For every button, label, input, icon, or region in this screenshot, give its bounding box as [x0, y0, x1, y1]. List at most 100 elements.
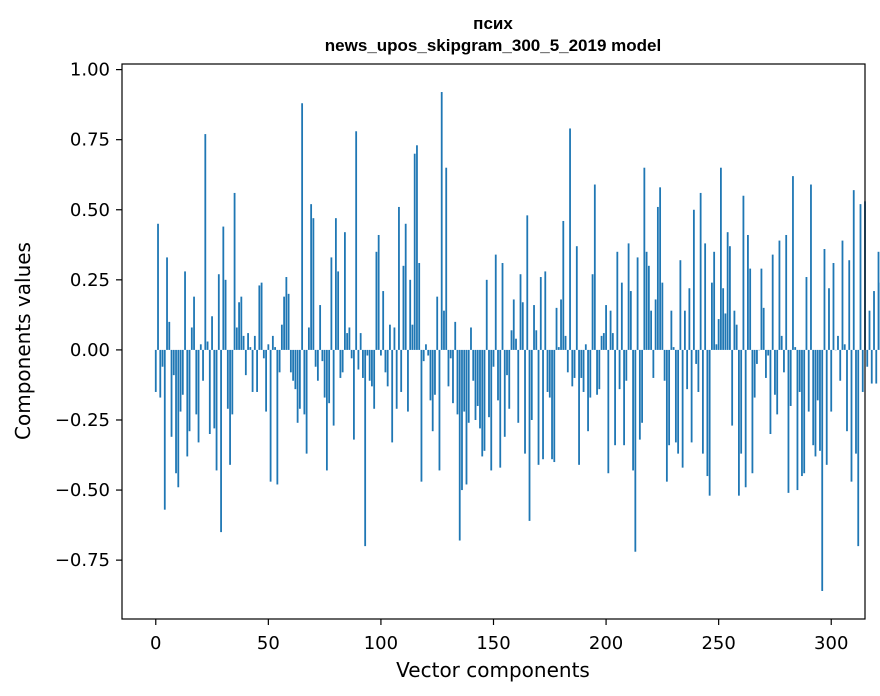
bar-234: [681, 349, 684, 468]
bar-217: [643, 167, 646, 350]
bar-126: [438, 349, 441, 471]
bar-147: [485, 279, 488, 350]
plot-frame: [121, 63, 866, 620]
bar-95: [368, 349, 371, 381]
bar-232: [677, 349, 680, 454]
bar-141: [472, 349, 475, 381]
bar-100: [380, 349, 382, 356]
bar-86: [348, 327, 351, 350]
bar-209: [625, 349, 628, 381]
bar-310: [852, 190, 855, 350]
bar-14: [186, 349, 189, 457]
bar-56: [280, 324, 283, 350]
bar-192: [587, 349, 589, 432]
bar-21: [202, 349, 204, 381]
bar-53: [274, 347, 276, 350]
bar-31: [224, 279, 227, 350]
bar-52: [271, 335, 274, 350]
bar-228: [668, 349, 671, 446]
bar-184: [569, 128, 571, 350]
bar-72: [316, 349, 319, 381]
bar-195: [593, 184, 596, 350]
y-axis-label: Components values: [11, 242, 35, 440]
bar-216: [641, 349, 643, 423]
bar-123: [431, 349, 434, 432]
bar-3: [161, 349, 164, 367]
bar-263: [747, 234, 749, 350]
bar-266: [753, 349, 756, 398]
bar-161: [517, 349, 520, 423]
bar-127: [440, 92, 443, 350]
bar-284: [794, 347, 797, 350]
bar-187: [575, 246, 578, 350]
bar-134: [456, 349, 459, 415]
bar-163: [521, 302, 524, 350]
bar-54: [276, 349, 279, 485]
bar-29: [220, 349, 222, 533]
bar-290: [807, 349, 810, 412]
bar-304: [839, 349, 842, 381]
bar-309: [850, 349, 853, 482]
bar-208: [623, 349, 625, 446]
bar-179: [557, 347, 560, 350]
bar-282: [789, 349, 792, 406]
bar-215: [638, 349, 641, 440]
bar-318: [870, 349, 873, 384]
bar-250: [717, 319, 720, 350]
bar-165: [526, 215, 529, 350]
bar-242: [699, 192, 702, 350]
bar-258: [735, 324, 738, 350]
bar-68: [307, 327, 310, 350]
bar-41: [247, 333, 249, 350]
bar-10: [177, 349, 180, 488]
bar-73: [319, 305, 322, 350]
bar-82: [339, 349, 342, 378]
bar-205: [616, 251, 619, 350]
bar-78: [330, 257, 333, 350]
bar-224: [659, 187, 662, 350]
bar-145: [481, 349, 484, 457]
bar-190: [582, 349, 585, 392]
bar-316: [866, 349, 869, 367]
bar-191: [584, 344, 587, 350]
bar-221: [652, 349, 655, 378]
bar-285: [796, 349, 799, 491]
bar-125: [436, 296, 439, 350]
x-axis-ticks: 0 50 100 150 200 250 300: [150, 619, 848, 654]
y-tick-label: 0.75: [70, 130, 110, 151]
bar-229: [670, 310, 673, 350]
bar-77: [328, 349, 331, 404]
bar-76: [325, 349, 328, 471]
bar-18: [195, 349, 198, 415]
bar-39: [242, 335, 245, 350]
bar-189: [580, 349, 583, 378]
bar-81: [337, 271, 340, 350]
y-tick-label: −0.25: [55, 410, 110, 431]
bar-172: [542, 349, 544, 460]
bar-298: [825, 349, 828, 465]
bar-162: [519, 274, 522, 350]
bar-36: [235, 327, 238, 350]
bar-120: [425, 344, 427, 350]
bar-88: [353, 349, 355, 440]
bar-85: [346, 333, 349, 350]
bar-169: [535, 330, 538, 350]
bar-251: [720, 167, 722, 350]
bar-132: [452, 349, 454, 404]
bar-153: [499, 349, 502, 468]
bar-213: [634, 349, 637, 552]
bar-249: [715, 344, 718, 350]
bar-154: [501, 263, 504, 350]
bar-136: [461, 349, 463, 491]
bar-45: [256, 349, 258, 392]
x-tick-label: 250: [701, 633, 735, 654]
bar-64: [298, 349, 301, 409]
bar-175: [548, 349, 551, 398]
bar-214: [636, 257, 639, 350]
bar-119: [422, 349, 425, 362]
bar-122: [429, 349, 432, 401]
bar-185: [571, 349, 574, 387]
bar-306: [843, 344, 846, 350]
bar-105: [391, 349, 394, 443]
